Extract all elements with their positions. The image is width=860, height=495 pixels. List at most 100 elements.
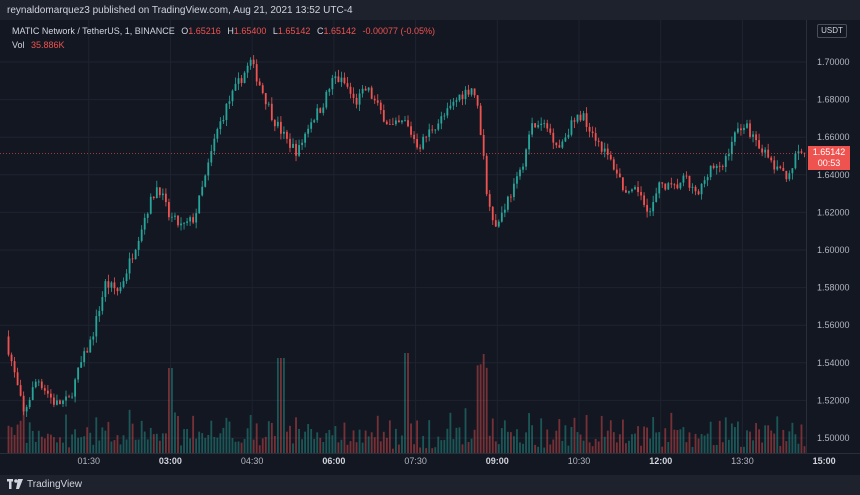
- volume-bar: [746, 430, 748, 453]
- candle-body: [715, 165, 718, 169]
- currency-badge[interactable]: USDT: [817, 24, 847, 38]
- volume-bar: [213, 436, 216, 453]
- candle-body: [249, 59, 252, 66]
- candle-body: [171, 216, 173, 218]
- candle-body: [131, 258, 134, 260]
- tradingview-brand[interactable]: TradingView: [7, 479, 82, 490]
- volume-bar: [743, 446, 745, 453]
- candle-body: [128, 258, 131, 274]
- volume-bar: [367, 436, 370, 453]
- bar-countdown: 00:53: [817, 158, 841, 168]
- candle-body: [149, 196, 152, 214]
- volume-bar: [528, 413, 530, 453]
- volume-bar: [22, 402, 25, 453]
- volume-bar: [519, 442, 521, 453]
- volume-bar: [28, 422, 31, 453]
- candle-body: [555, 142, 558, 146]
- volume-bar: [670, 412, 673, 453]
- volume-bar: [522, 443, 524, 453]
- candle-body: [615, 169, 618, 174]
- candle-body: [158, 187, 161, 196]
- candle-body: [752, 134, 754, 137]
- volume-bar: [700, 434, 703, 453]
- candle-body: [603, 148, 606, 152]
- candle-body: [485, 155, 488, 195]
- candle-body: [585, 113, 588, 127]
- candle-body: [582, 113, 585, 121]
- volume-bar: [434, 447, 437, 453]
- volume-bar: [594, 439, 597, 453]
- candle-body: [346, 83, 349, 87]
- volume-bar: [703, 435, 706, 453]
- volume-bar: [267, 421, 270, 453]
- close-value: 1.65142: [323, 26, 356, 36]
- time-tick-label: 01:30: [77, 456, 100, 466]
- volume-bar: [379, 441, 382, 453]
- volume-bar: [667, 442, 670, 453]
- candle-body: [370, 87, 373, 99]
- volume-bar: [770, 430, 773, 453]
- candle-body: [434, 129, 437, 131]
- candle-body: [168, 202, 170, 218]
- volume-bar: [261, 438, 264, 453]
- volume-bar: [655, 432, 658, 453]
- volume-bar: [552, 439, 555, 453]
- time-tick-label: 12:00: [649, 456, 672, 466]
- volume-bar: [40, 436, 43, 453]
- volume-bar: [83, 436, 86, 453]
- volume-bar: [158, 440, 161, 453]
- candle-body: [588, 126, 591, 132]
- symbol-label: MATIC Network / TetherUS, 1, BINANCE: [12, 26, 175, 36]
- candle-body: [376, 100, 379, 103]
- volume-bar: [688, 432, 691, 453]
- volume-bar: [473, 429, 476, 453]
- time-axis[interactable]: 01:30 03:00 04:30 06:00 07:30 09:00 10:30 12:00…: [77, 456, 860, 466]
- candle-body: [186, 221, 188, 223]
- candle-body: [222, 119, 225, 122]
- candle-body: [540, 123, 543, 126]
- volume-bar: [110, 441, 113, 453]
- candle-body: [119, 287, 122, 292]
- candle-body: [319, 108, 322, 113]
- candle-body: [764, 149, 767, 153]
- volume-bar: [192, 415, 195, 453]
- volume-bar: [588, 442, 591, 453]
- candle-body: [761, 148, 764, 153]
- volume-bar: [264, 436, 267, 453]
- volume-bar: [597, 441, 600, 453]
- volume-bar: [131, 423, 134, 453]
- volume-bar: [724, 417, 727, 453]
- candle-body: [791, 168, 794, 174]
- volume-bar: [794, 434, 797, 453]
- candle-body: [594, 133, 597, 141]
- volume-bar: [240, 442, 243, 453]
- candle-body: [189, 217, 192, 222]
- volume-bar: [98, 440, 101, 453]
- volume-bar: [416, 420, 419, 453]
- volume-bar: [800, 424, 803, 453]
- candle-body: [270, 103, 273, 121]
- volume-bar: [531, 425, 534, 453]
- volume-bar: [174, 412, 176, 453]
- volume-bar: [431, 448, 434, 453]
- candle-body: [513, 183, 515, 197]
- candlestick-chart[interactable]: 1.70000 1.68000 1.66000 1.64000 1.62000 1.600…: [0, 20, 860, 475]
- candle-body: [597, 140, 600, 142]
- candle-body: [367, 87, 370, 91]
- candle-body: [500, 212, 503, 222]
- volume-bar: [65, 414, 67, 453]
- candle-body: [322, 107, 325, 113]
- candle-body: [743, 127, 745, 131]
- volume-bar: [582, 440, 585, 453]
- price-axis[interactable]: 1.70000 1.68000 1.66000 1.64000 1.62000 1.600…: [817, 57, 850, 443]
- candle-body: [661, 182, 664, 184]
- volume-bar: [310, 428, 313, 453]
- high-value: 1.65400: [233, 26, 267, 36]
- volume-bar: [331, 435, 334, 453]
- volume-bar: [785, 441, 788, 453]
- candle-body: [116, 288, 119, 292]
- footer-bar: [0, 475, 860, 495]
- volume-bar: [736, 421, 739, 453]
- candle-body: [646, 204, 649, 212]
- volume-bar: [222, 427, 225, 453]
